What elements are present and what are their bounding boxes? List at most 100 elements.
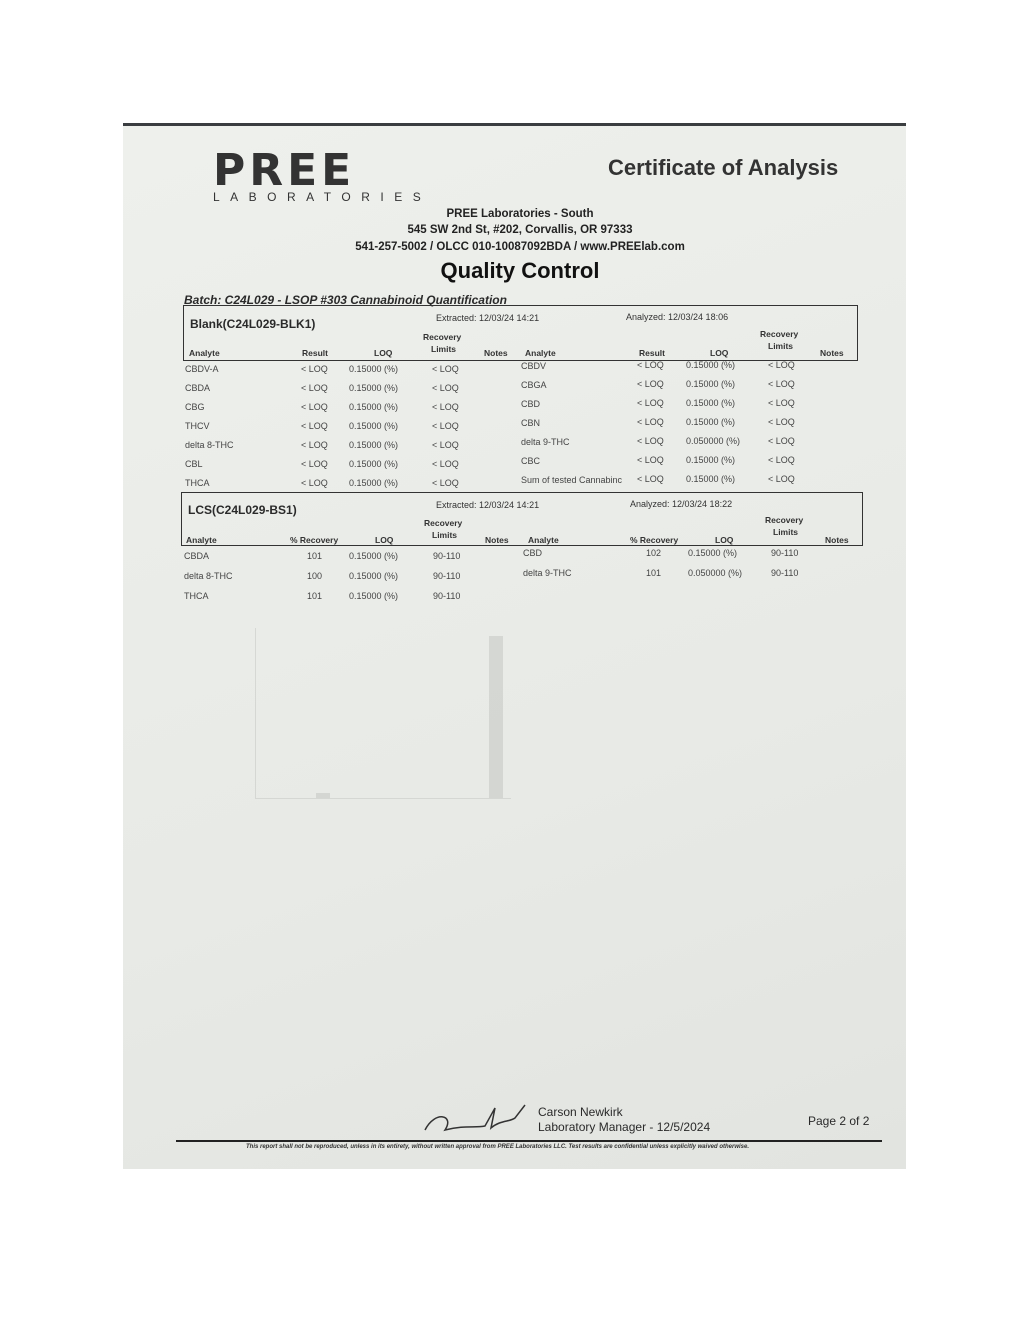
column-header-recovery: % Recovery (630, 535, 679, 545)
signer-name: Carson Newkirk (538, 1105, 623, 1119)
recovery-limits: 90-110 (771, 548, 799, 558)
column-header-result: Result (639, 348, 665, 358)
recovery-limits: 90-110 (433, 551, 461, 561)
column-header-notes: Notes (485, 535, 509, 545)
analyte-name: delta 8-THC (184, 571, 233, 581)
analyte-name: THCA (185, 478, 210, 488)
loq-value: 0.15000 (%) (686, 379, 736, 389)
analyte-name: CBG (185, 402, 205, 412)
analyte-name: CBL (185, 459, 203, 469)
column-header-loq: LOQ (374, 348, 393, 358)
result-value: < LOQ (301, 421, 328, 431)
loq-value: 0.050000 (%) (688, 568, 743, 578)
column-header-loq: LOQ (375, 535, 394, 545)
loq-value: 0.15000 (%) (349, 459, 399, 469)
analyte-name: CBN (521, 418, 541, 428)
divider (176, 1140, 882, 1142)
column-header-analyte: Analyte (528, 535, 559, 545)
recovery-limits: < LOQ (432, 421, 459, 431)
analyte-name: CBC (521, 456, 541, 466)
recovery-value: 100 (307, 571, 323, 581)
lcs-title: LCS(C24L029-BS1) (188, 503, 297, 517)
column-header-limits: Limits (768, 341, 794, 351)
loq-value: 0.15000 (%) (349, 383, 399, 393)
loq-value: 0.15000 (%) (686, 417, 736, 427)
section-title: Quality Control (440, 258, 600, 283)
faint-bar (489, 636, 503, 798)
analyte-name: delta 8-THC (185, 440, 234, 450)
recovery-limits: < LOQ (432, 440, 459, 450)
recovery-limits: < LOQ (768, 474, 795, 484)
column-header-limits: Limits (773, 527, 799, 537)
result-value: < LOQ (301, 478, 328, 488)
logo-subtitle: LABORATORIES (213, 190, 432, 204)
result-value: < LOQ (637, 455, 664, 465)
signature-image (424, 1104, 526, 1132)
analyte-name: THCA (184, 591, 209, 601)
analyte-name: CBD (523, 548, 543, 558)
column-header-recovery: % Recovery (290, 535, 339, 545)
lab-name: PREE Laboratories - South (446, 208, 594, 220)
blank-analyzed: Analyzed: 12/03/24 18:06 (626, 312, 729, 322)
recovery-limits: < LOQ (768, 379, 795, 389)
analyte-name: delta 9-THC (521, 437, 570, 447)
recovery-value: 102 (646, 548, 662, 558)
recovery-limits: 90-110 (771, 568, 799, 578)
lab-contact: 541-257-5002 / OLCC 010-10087092BDA / ww… (355, 241, 685, 253)
analyte-name: delta 9-THC (523, 568, 572, 578)
loq-value: 0.15000 (%) (686, 455, 736, 465)
loq-value: 0.050000 (%) (686, 436, 741, 446)
loq-value: 0.15000 (%) (349, 440, 399, 450)
blank-extracted: Extracted: 12/03/24 14:21 (436, 313, 540, 323)
result-value: < LOQ (637, 417, 664, 427)
column-header-analyte: Analyte (189, 348, 220, 358)
analyte-name: CBDA (185, 383, 211, 393)
column-header-limits: Limits (431, 344, 457, 354)
blank-header-box (183, 305, 858, 361)
result-value: < LOQ (301, 364, 328, 374)
loq-value: 0.15000 (%) (349, 551, 399, 561)
analyte-name: THCV (185, 421, 210, 431)
column-header-recovery: Recovery (424, 518, 463, 528)
analyte-name: CBDA (184, 551, 210, 561)
analyte-name: CBDV (521, 361, 547, 371)
recovery-limits: < LOQ (432, 383, 459, 393)
result-value: < LOQ (637, 436, 664, 446)
signer-title: Laboratory Manager - 12/5/2024 (538, 1120, 711, 1134)
lcs-header-box (181, 492, 863, 546)
column-header-analyte: Analyte (186, 535, 217, 545)
recovery-value: 101 (646, 568, 662, 578)
bleed-through-chart (255, 628, 511, 799)
recovery-limits: < LOQ (768, 455, 795, 465)
result-value: < LOQ (301, 459, 328, 469)
loq-value: 0.15000 (%) (349, 421, 399, 431)
column-header-notes: Notes (820, 348, 844, 358)
footer-disclaimer: This report shall not be reproduced, unl… (246, 1144, 749, 1150)
result-value: < LOQ (637, 360, 664, 370)
blank-title: Blank(C24L029-BLK1) (190, 317, 316, 331)
column-header-analyte: Analyte (525, 348, 556, 358)
column-header-notes: Notes (825, 535, 849, 545)
batch-label: Batch: C24L029 - LSOP #303 Cannabinoid Q… (184, 293, 507, 307)
result-value: < LOQ (301, 402, 328, 412)
recovery-limits: < LOQ (768, 398, 795, 408)
loq-value: 0.15000 (%) (686, 398, 736, 408)
pree-logo: PREE (213, 145, 356, 196)
column-header-recovery: Recovery (765, 515, 804, 525)
column-header-loq: LOQ (715, 535, 734, 545)
lcs-extracted: Extracted: 12/03/24 14:21 (436, 500, 540, 510)
column-header-result: Result (302, 348, 328, 358)
recovery-limits: < LOQ (768, 360, 795, 370)
result-value: < LOQ (301, 383, 328, 393)
loq-value: 0.15000 (%) (349, 591, 399, 601)
loq-value: 0.15000 (%) (686, 360, 736, 370)
loq-value: 0.15000 (%) (349, 402, 399, 412)
recovery-limits: 90-110 (433, 571, 461, 581)
column-header-recovery: Recovery (423, 332, 462, 342)
faint-bar (316, 793, 330, 798)
column-header-limits: Limits (432, 530, 458, 540)
loq-value: 0.15000 (%) (349, 478, 399, 488)
result-value: < LOQ (301, 440, 328, 450)
recovery-limits: < LOQ (768, 436, 795, 446)
loq-value: 0.15000 (%) (686, 474, 736, 484)
